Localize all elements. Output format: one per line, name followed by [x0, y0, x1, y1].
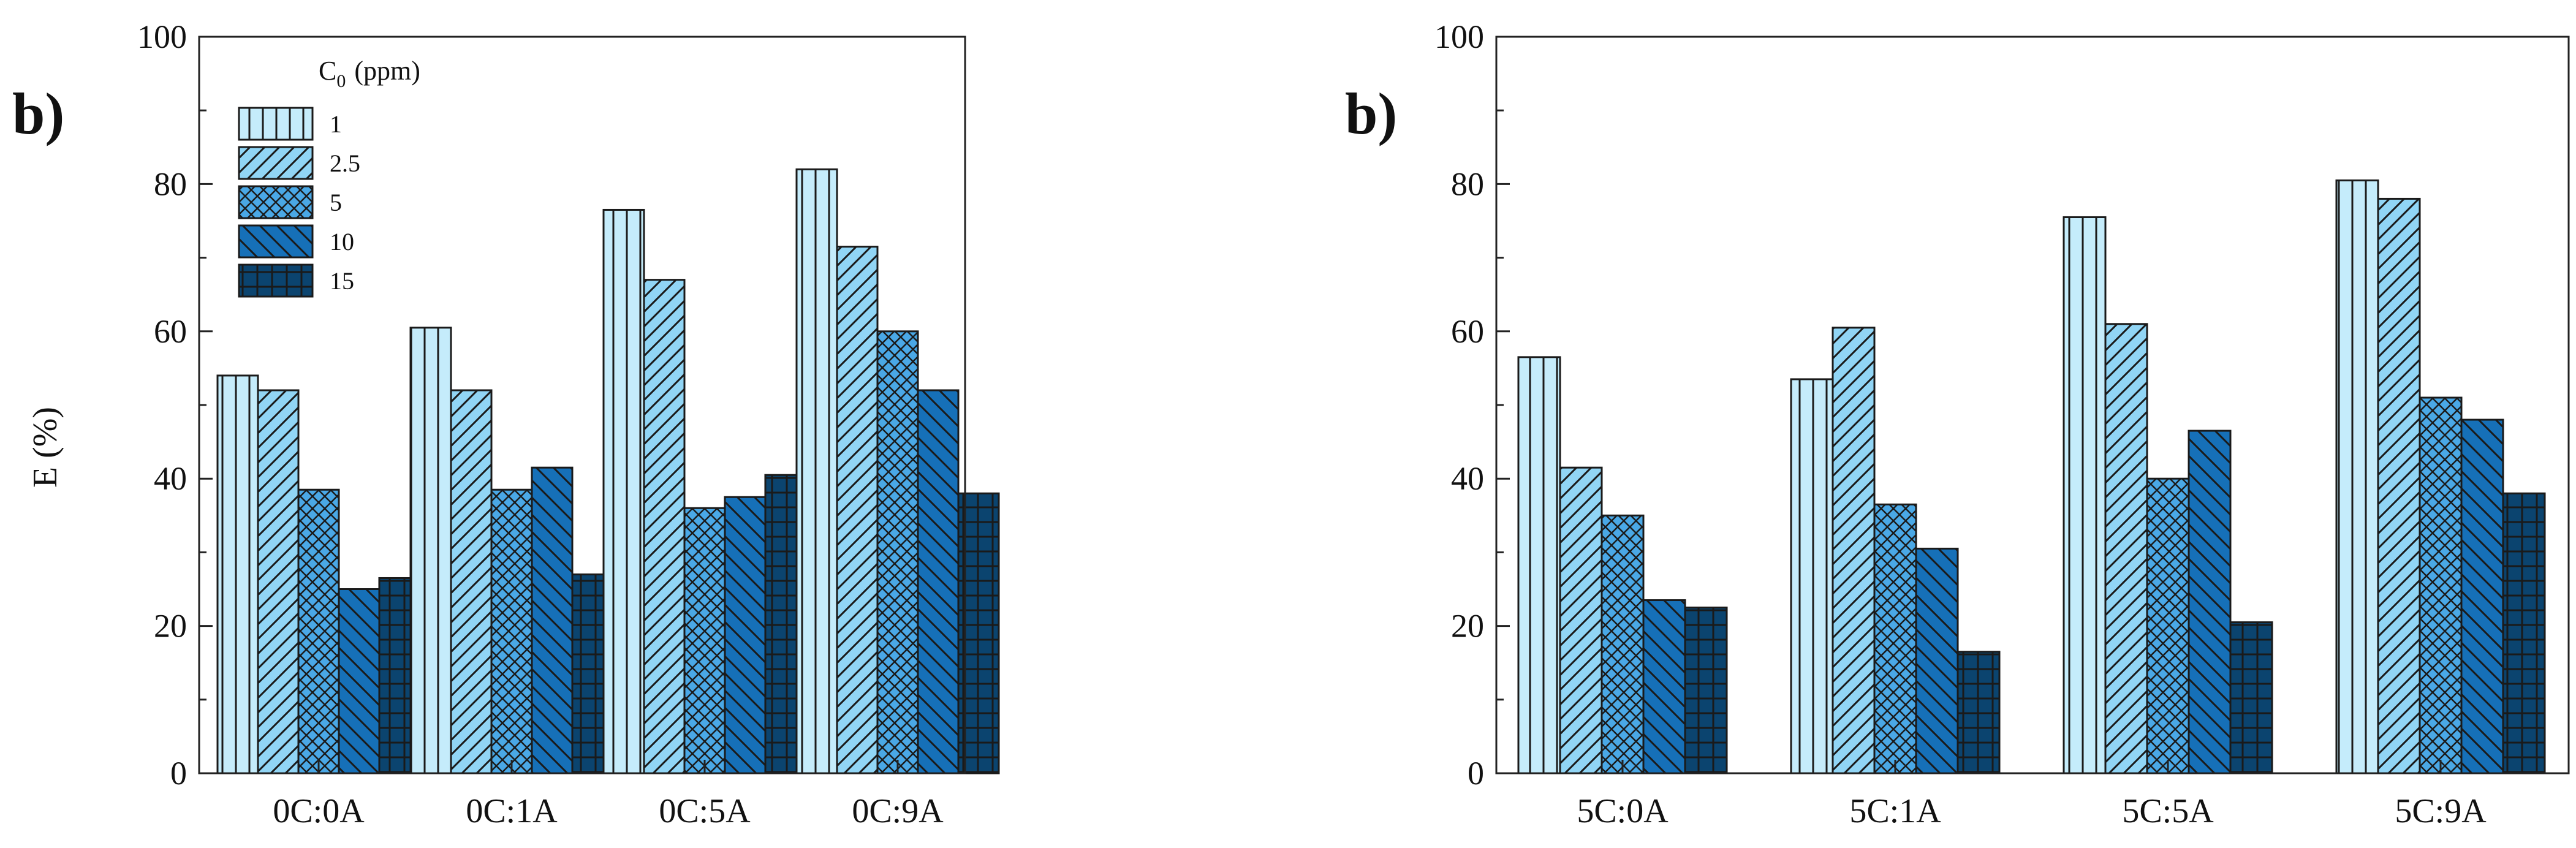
legend-label: 5 — [330, 189, 342, 216]
legend: C0 (ppm) 1 2.5 5 10 15 — [238, 56, 420, 298]
plot-frame-a — [198, 36, 966, 774]
x-tick-label: 0C:0A — [273, 792, 365, 830]
bar-5C-1A-c5 — [1873, 503, 1917, 774]
legend-label: 10 — [330, 228, 354, 256]
bar-5C-1A-c2_5 — [1832, 327, 1876, 774]
y-axis-ticks-a: 0 20 40 60 80 100 — [137, 18, 213, 792]
legend-swatch — [238, 146, 314, 180]
y-tick-label: 100 — [1434, 18, 1484, 55]
y-tick-label: 40 — [154, 460, 187, 497]
bar-5C-9A-c15 — [2502, 492, 2546, 774]
bar-0C-0A-c5 — [297, 488, 340, 774]
bar-5C-9A-c1 — [2335, 179, 2379, 774]
y-tick-label: 20 — [154, 608, 187, 645]
bar-5C-9A-c2_5 — [2377, 197, 2421, 774]
bar-5C-1A-c10 — [1915, 547, 1959, 774]
bar-0C-0A-c1 — [216, 374, 259, 774]
bar-5C-5A-c5 — [2146, 477, 2190, 774]
panel-label-a: b) — [12, 81, 64, 146]
y-tick-label: 60 — [1451, 313, 1484, 350]
bar-0C-5A-c10 — [724, 496, 767, 774]
y-axis-label: E (%) — [26, 407, 64, 488]
bar-5C-0A-c5 — [1601, 514, 1645, 774]
bars-b — [1517, 179, 2546, 774]
bar-0C-0A-c2_5 — [257, 389, 300, 774]
bar-5C-0A-c15 — [1684, 607, 1728, 774]
bar-5C-1A-c15 — [1957, 651, 2001, 774]
y-tick-label: 20 — [1451, 608, 1484, 645]
y-axis-ticks-b: 0 20 40 60 80 100 — [1434, 18, 1510, 792]
x-tick-label: 5C:5A — [2122, 792, 2214, 830]
legend-label: 2.5 — [330, 150, 360, 177]
bar-5C-1A-c1 — [1790, 378, 1834, 774]
legend-swatch — [238, 107, 314, 141]
x-axis-ticks-a: 0C:0A 0C:1A 0C:5A 0C:9A — [273, 760, 944, 830]
panel-label-b: b) — [1345, 81, 1397, 146]
y-tick-label: 60 — [154, 313, 187, 350]
y-tick-label: 0 — [1468, 755, 1484, 792]
bar-0C-9A-c5 — [876, 330, 919, 774]
bar-0C-1A-c5 — [490, 488, 533, 774]
bar-0C-5A-c5 — [683, 507, 726, 774]
plot-frame-b — [1495, 36, 2570, 774]
legend-swatch — [238, 185, 314, 219]
legend-title: C0 (ppm) — [319, 56, 420, 91]
bar-0C-5A-c1 — [602, 208, 645, 774]
bar-5C-5A-c1 — [2063, 216, 2107, 774]
y-tick-label: 0 — [170, 755, 187, 792]
bar-5C-9A-c5 — [2419, 396, 2463, 774]
bar-0C-9A-c2_5 — [836, 246, 879, 774]
bar-0C-1A-c2_5 — [450, 389, 493, 774]
x-tick-label: 0C:5A — [659, 792, 751, 830]
y-tick-label: 80 — [1451, 165, 1484, 202]
x-tick-label: 5C:1A — [1849, 792, 1941, 830]
bar-5C-5A-c10 — [2188, 430, 2232, 774]
bar-5C-0A-c2_5 — [1559, 466, 1603, 774]
y-tick-label: 40 — [1451, 460, 1484, 497]
y-tick-label: 100 — [137, 18, 187, 55]
y-tick-label: 80 — [154, 165, 187, 202]
x-tick-label: 5C:0A — [1577, 792, 1669, 830]
bar-0C-9A-c1 — [795, 168, 838, 774]
bar-0C-0A-c10 — [338, 588, 381, 774]
bar-5C-5A-c2_5 — [2104, 323, 2148, 774]
x-tick-label: 0C:9A — [852, 792, 944, 830]
bar-5C-0A-c10 — [1642, 599, 1686, 774]
bar-5C-0A-c1 — [1517, 356, 1561, 774]
legend-label: 1 — [330, 110, 342, 138]
legend-swatch — [238, 263, 314, 298]
legend-swatch — [238, 224, 314, 259]
chart-panel-b: b) 0 20 40 60 80 100 5C:0A 5C:1A 5C:5A 5C:9A — [1345, 18, 2570, 830]
x-tick-label: 5C:9A — [2395, 792, 2487, 830]
bar-0C-1A-c10 — [531, 466, 574, 774]
x-tick-label: 0C:1A — [466, 792, 558, 830]
bar-5C-9A-c10 — [2460, 418, 2504, 774]
x-axis-ticks-b: 5C:0A 5C:1A 5C:5A 5C:9A — [1577, 760, 2487, 830]
bar-5C-5A-c15 — [2229, 621, 2273, 774]
bar-0C-9A-c10 — [917, 389, 960, 774]
bar-0C-1A-c1 — [409, 327, 452, 774]
bars-a — [216, 168, 1000, 774]
bar-0C-5A-c2_5 — [643, 279, 686, 774]
legend-label: 15 — [330, 267, 354, 295]
